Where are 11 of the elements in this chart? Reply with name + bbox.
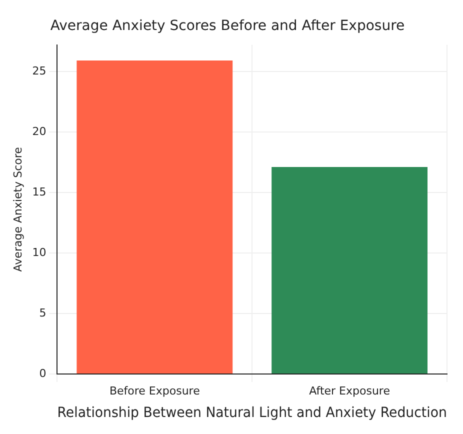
- y-tick-label: 20: [32, 124, 46, 138]
- x-tick-label: Before Exposure: [109, 384, 200, 398]
- y-tick-label: 0: [39, 366, 46, 380]
- x-tick-label: After Exposure: [309, 384, 390, 398]
- y-tick-label: 15: [32, 185, 46, 198]
- chart-title: Average Anxiety Scores Before and After Exposure: [50, 18, 405, 34]
- y-tick-label: 5: [39, 306, 46, 320]
- x-axis-title: Relationship Between Natural Light and Anxiety Reduction: [57, 404, 447, 422]
- y-tick-label: 25: [32, 64, 46, 78]
- y-tick-label: 10: [32, 246, 46, 259]
- y-axis-title: Average Anxiety Score: [11, 146, 24, 272]
